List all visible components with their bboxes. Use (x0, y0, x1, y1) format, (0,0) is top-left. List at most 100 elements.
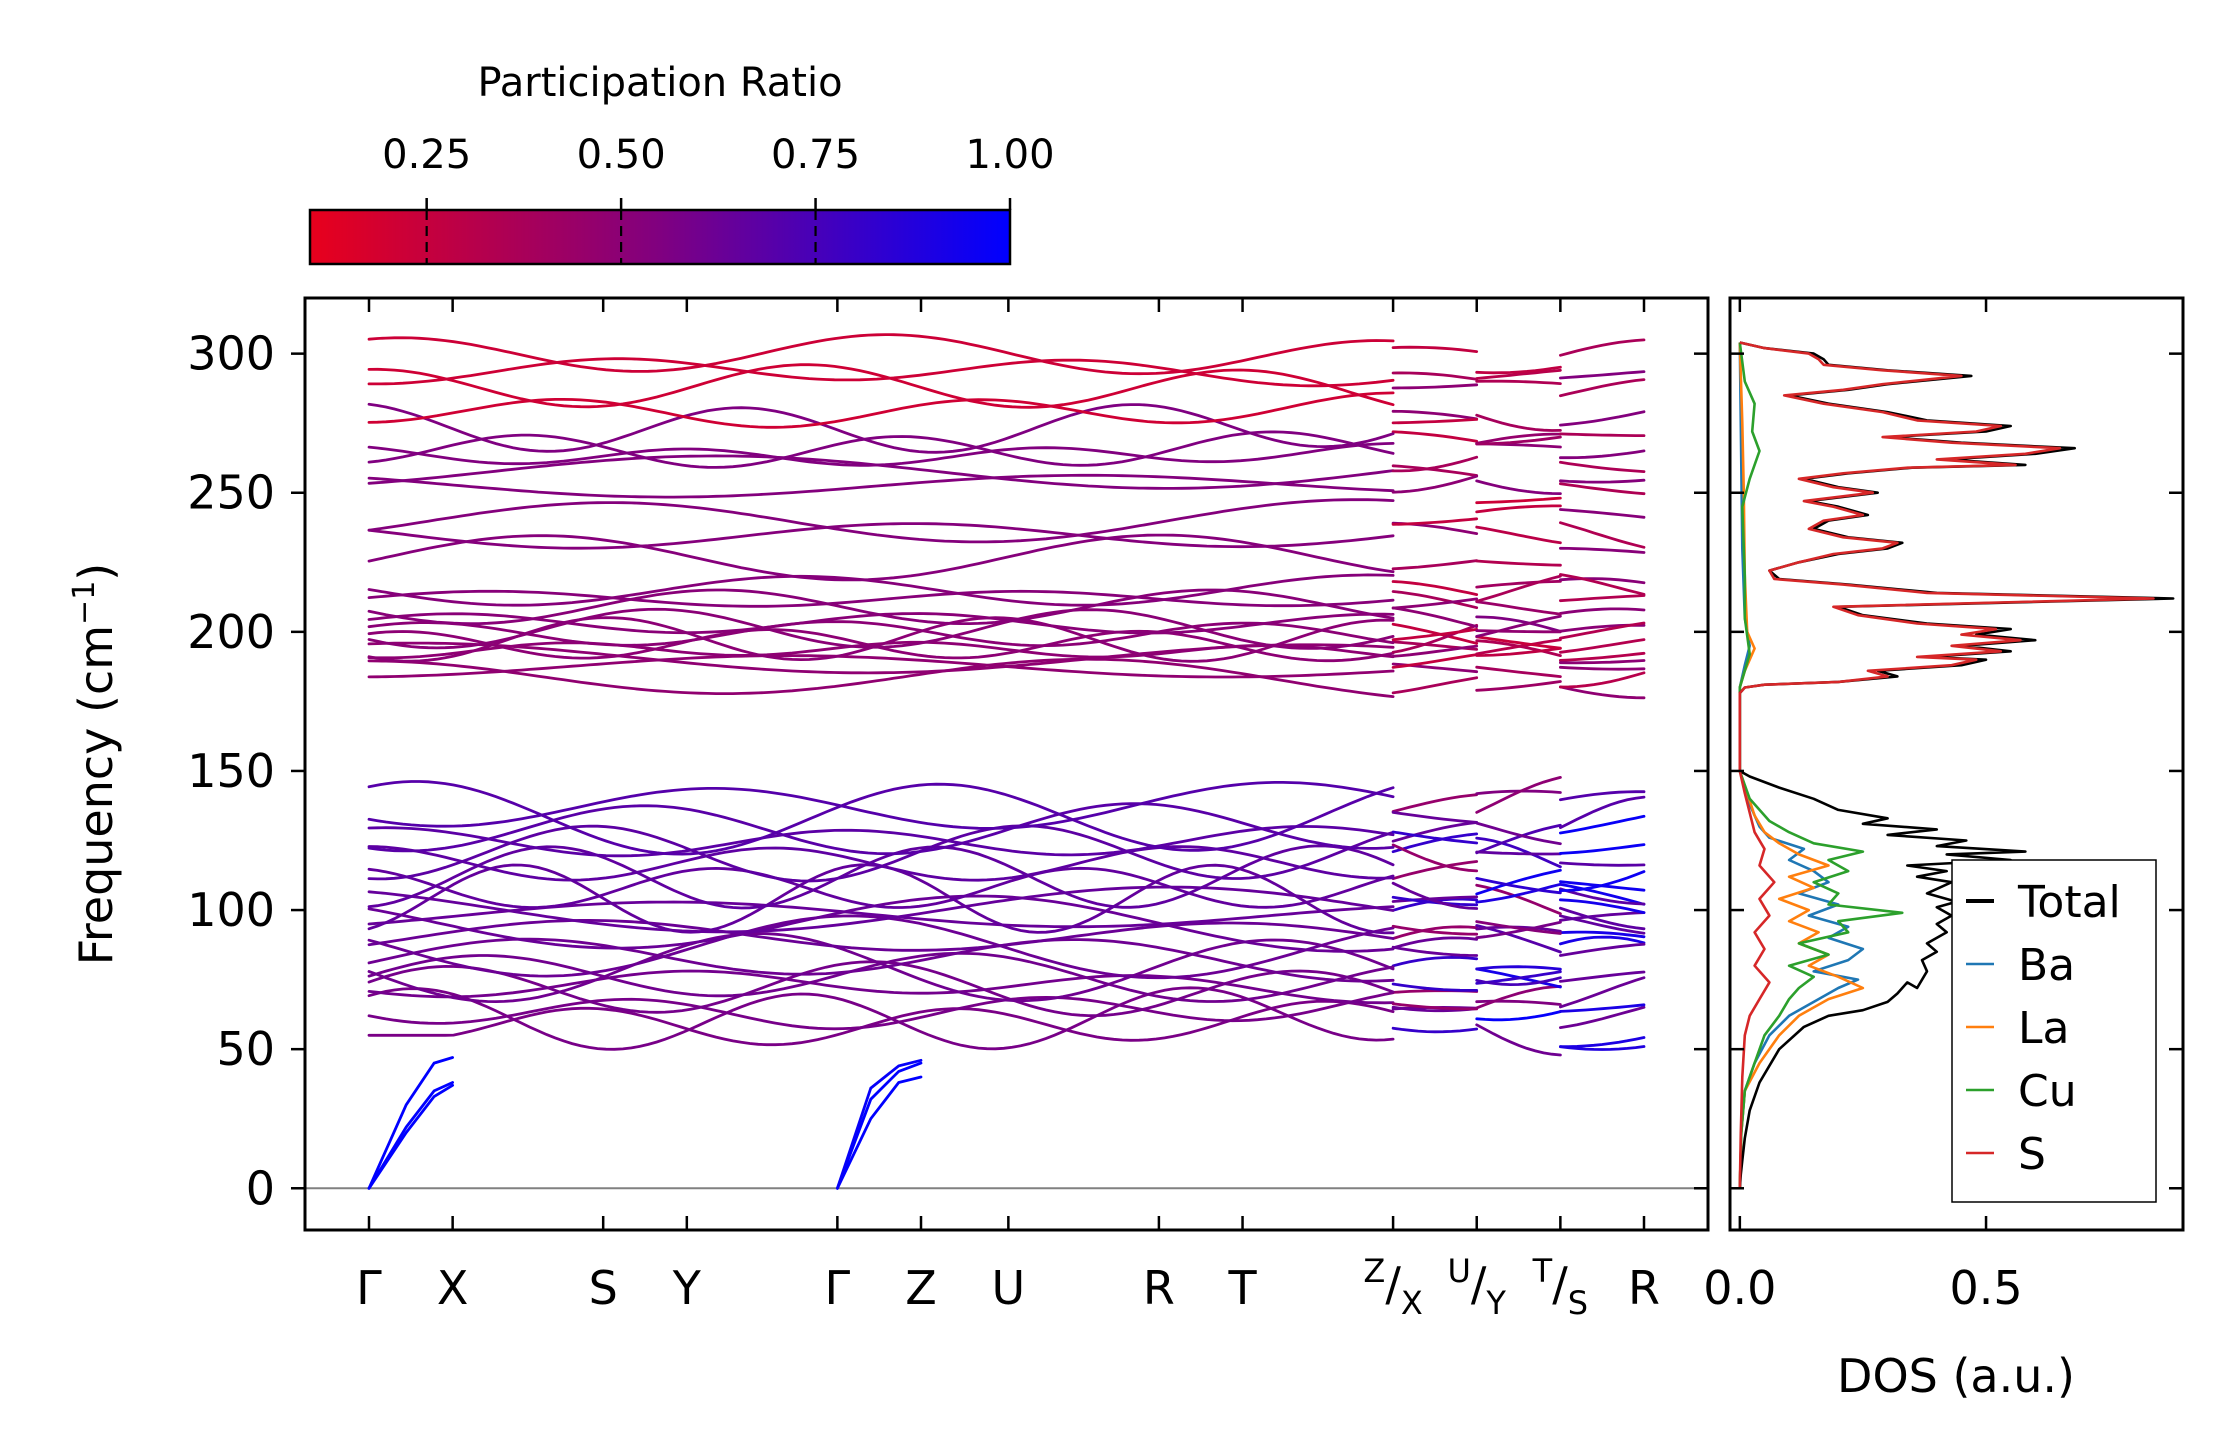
optical-branch-low (1391, 1002, 1479, 1011)
optical-branch-high (367, 498, 1395, 544)
optical-branch-high (1391, 517, 1479, 526)
k-label: X (437, 1261, 469, 1315)
optical-branch-low (1475, 823, 1562, 855)
optical-branch-high (367, 654, 1395, 679)
optical-branch-low (367, 986, 1395, 1051)
optical-branch-high (1559, 546, 1646, 554)
optical-branch-low (1559, 814, 1646, 835)
optical-branch-high (1391, 464, 1479, 477)
optical-branch-high (367, 402, 1395, 454)
optical-branch-low (1391, 860, 1479, 880)
optical-branch-high (1391, 383, 1479, 390)
optical-branch-low (367, 825, 1395, 858)
optical-branch-low (1391, 924, 1479, 936)
dos-panel: 0.0 0.5 DOS (a.u.) Total Ba La Cu S (1703, 296, 2185, 1403)
optical-branch-high (1475, 574, 1562, 603)
optical-branch-low (1475, 776, 1562, 814)
optical-branch-high (1391, 580, 1479, 596)
optical-branch-low (1559, 843, 1646, 855)
optical-branch-high (1559, 482, 1646, 496)
optical-branch-low (1559, 887, 1646, 906)
k-label: U (992, 1261, 1026, 1315)
optical-branch-high (367, 573, 1395, 607)
optical-branch-low (1475, 965, 1562, 971)
optical-branch-high (367, 620, 1395, 647)
optical-branch-high (1391, 474, 1479, 494)
optical-branch-high (1475, 614, 1562, 638)
optical-branch-high (1559, 478, 1646, 484)
optical-branch-low (367, 802, 1395, 856)
optical-branch-high (1475, 365, 1562, 375)
optical-branch-high (1475, 379, 1562, 385)
optical-branch-high (1475, 579, 1562, 589)
optical-branch-high (1391, 628, 1479, 642)
optical-branch-high (1559, 621, 1646, 640)
optical-branch-high (1559, 378, 1646, 398)
optical-branch-high (1475, 680, 1562, 692)
legend-box (1951, 859, 2157, 1203)
optical-branch-high (367, 589, 1395, 608)
dos-series-ba (1738, 342, 1865, 1189)
optical-branch-low (1391, 832, 1479, 854)
optical-branch-high (1475, 525, 1562, 545)
optical-branch-low (1559, 1003, 1646, 1013)
optical-branch-high (1559, 685, 1646, 700)
colorbar-tick-label: 0.25 (382, 132, 471, 178)
optical-branch-low (1559, 883, 1646, 906)
optical-branch-low (367, 999, 1395, 1047)
optical-branch-low (367, 919, 1395, 952)
acoustic-branch (836, 1075, 923, 1190)
colorbar-tick-label: 0.75 (771, 132, 860, 178)
legend-label-total: Total (2017, 877, 2121, 928)
optical-branch-high (1559, 460, 1646, 473)
dos-series-la (1738, 342, 1865, 1189)
optical-branch-high (367, 333, 1395, 376)
band-lines (305, 333, 1708, 1190)
optical-branch-low (1391, 843, 1479, 873)
colorbar: Participation Ratio 0.25 0.50 0.75 1.00 (308, 60, 1055, 266)
optical-branch-high (1559, 577, 1646, 585)
optical-branch-high (367, 442, 1395, 467)
optical-branch-low (367, 914, 1395, 980)
k-label-split: U/Y (1447, 1252, 1506, 1322)
colorbar-gradient (308, 208, 1012, 266)
optical-branch-low (1559, 898, 1646, 914)
optical-branch-low (1475, 836, 1562, 869)
optical-branch-low (1475, 821, 1562, 846)
optical-branch-low (1559, 795, 1646, 829)
y-tick-label: 300 (187, 327, 275, 381)
optical-branch-high (1475, 479, 1562, 495)
optical-branch-low (1475, 1023, 1562, 1057)
optical-branch-low (367, 937, 1395, 983)
optical-branch-low (1391, 830, 1479, 845)
legend-label-s: S (2018, 1129, 2046, 1180)
optical-branch-high (367, 391, 1395, 429)
y-tick-label: 150 (187, 744, 275, 798)
optical-branch-low (367, 960, 1395, 1017)
optical-branch-high (1559, 638, 1646, 654)
optical-branch-low (367, 894, 1395, 953)
optical-branch-high (1391, 653, 1479, 669)
optical-branch-high (1559, 370, 1646, 380)
optical-branch-low (1559, 906, 1646, 931)
acoustic-branch (367, 1056, 454, 1190)
k-label: Z (905, 1261, 937, 1315)
optical-branch-low (1559, 1036, 1646, 1048)
optical-branch-high (1391, 345, 1479, 353)
y-tick-label: 100 (187, 883, 275, 937)
optical-branch-low (1391, 982, 1479, 992)
optical-branch-low (1559, 1045, 1646, 1051)
optical-branch-low (1391, 955, 1479, 968)
k-label: R (1628, 1261, 1660, 1315)
optical-branch-high (1391, 418, 1479, 425)
optical-branch-high (1391, 590, 1479, 610)
optical-branch-low (367, 824, 1395, 883)
optical-branch-low (1559, 976, 1646, 1009)
optical-branch-high (1559, 449, 1646, 460)
optical-branch-high (1559, 573, 1646, 596)
k-label: Y (672, 1261, 702, 1315)
optical-branch-high (1475, 665, 1562, 678)
optical-branch-high (367, 357, 1395, 388)
